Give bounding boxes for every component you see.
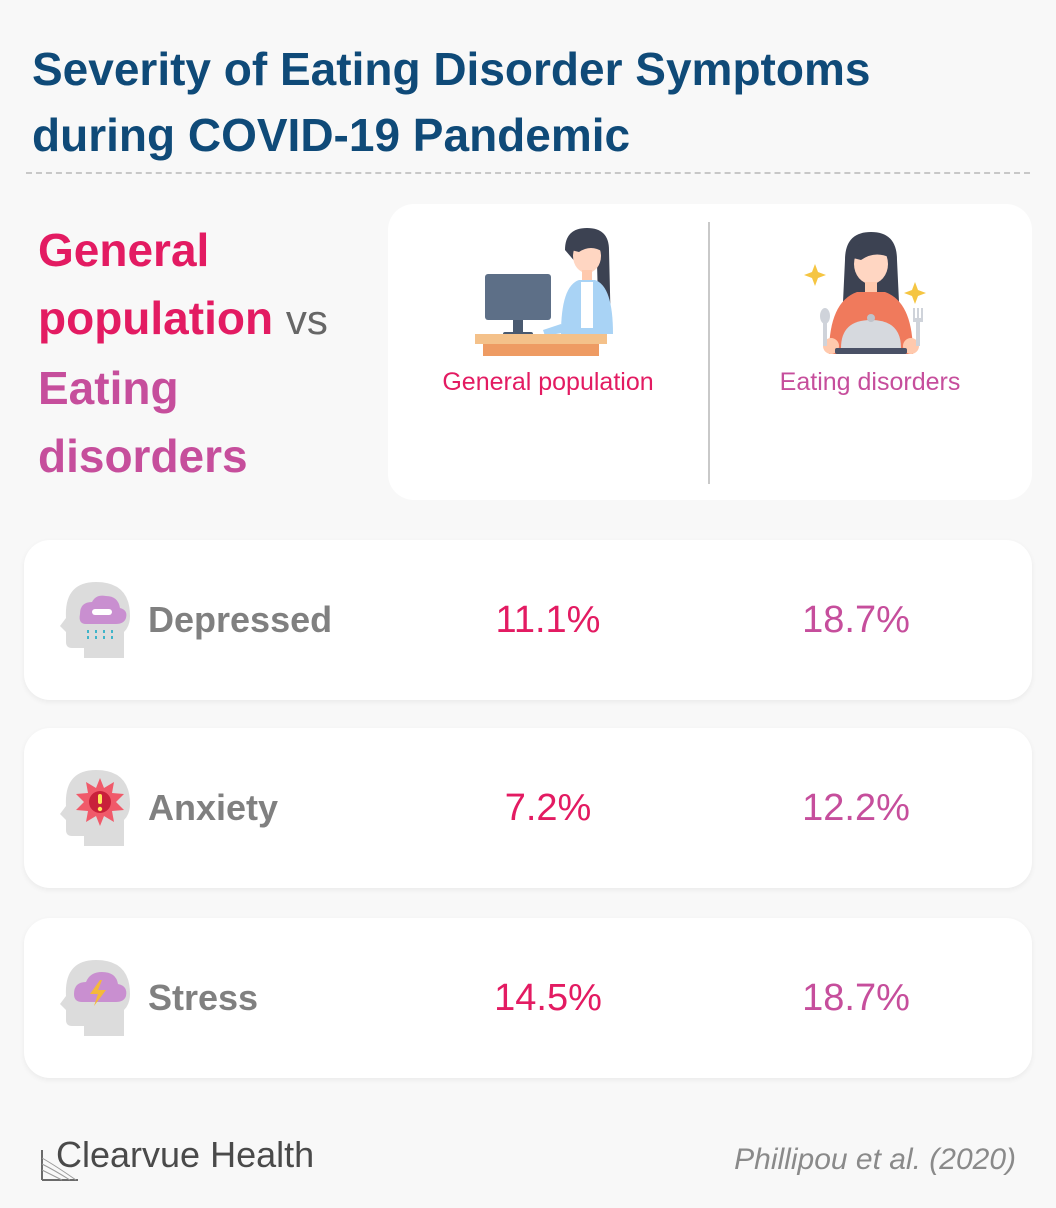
- legend-general-label: General population: [442, 368, 654, 396]
- office-worker-icon: [475, 228, 613, 356]
- eating-disorders-value: 18.7%: [802, 599, 910, 641]
- headline-vs: vs: [285, 296, 328, 343]
- woman-dining-icon: [804, 232, 926, 354]
- page-title: Severity of Eating Disorder Symptoms dur…: [32, 36, 1012, 168]
- symptom-label: Stress: [148, 977, 259, 1018]
- source-citation: Phillipou et al. (2020): [734, 1143, 1016, 1176]
- head-alert-burst-icon: [60, 770, 130, 846]
- symptom-row-anxiety: Anxiety 7.2% 12.2%: [24, 728, 1032, 888]
- legend-card: General population: [388, 204, 1032, 500]
- brand-name: Clearvue Health: [56, 1134, 315, 1175]
- symptom-row-depressed: Depressed 11.1% 18.7%: [24, 540, 1032, 700]
- title-divider: [26, 172, 1030, 174]
- title-line-2: during COVID-19 Pandemic: [32, 109, 631, 161]
- legend-separator: [708, 222, 710, 484]
- comparison-headline: General population vs Eating disorders: [38, 216, 378, 490]
- head-lightning-cloud-icon: [60, 960, 130, 1036]
- general-population-value: 7.2%: [504, 787, 592, 829]
- headline-eating: Eating disorders: [38, 362, 248, 482]
- legend-eating-label: Eating disorders: [779, 368, 961, 396]
- symptom-label: Anxiety: [148, 787, 279, 828]
- clearvue-logo-icon: [41, 1150, 78, 1181]
- symptom-label: Depressed: [148, 599, 333, 640]
- head-rain-cloud-icon: [60, 582, 130, 658]
- legend-general: General population: [388, 204, 708, 500]
- headline-general: General population: [38, 224, 274, 344]
- symptom-row-stress: Stress 14.5% 18.7%: [24, 918, 1032, 1078]
- title-line-1: Severity of Eating Disorder Symptoms: [32, 43, 871, 95]
- eating-disorders-value: 12.2%: [802, 787, 910, 829]
- general-population-value: 14.5%: [494, 977, 602, 1019]
- legend-eating: Eating disorders: [710, 204, 1030, 500]
- eating-disorders-value: 18.7%: [802, 977, 910, 1019]
- general-population-value: 11.1%: [495, 599, 601, 641]
